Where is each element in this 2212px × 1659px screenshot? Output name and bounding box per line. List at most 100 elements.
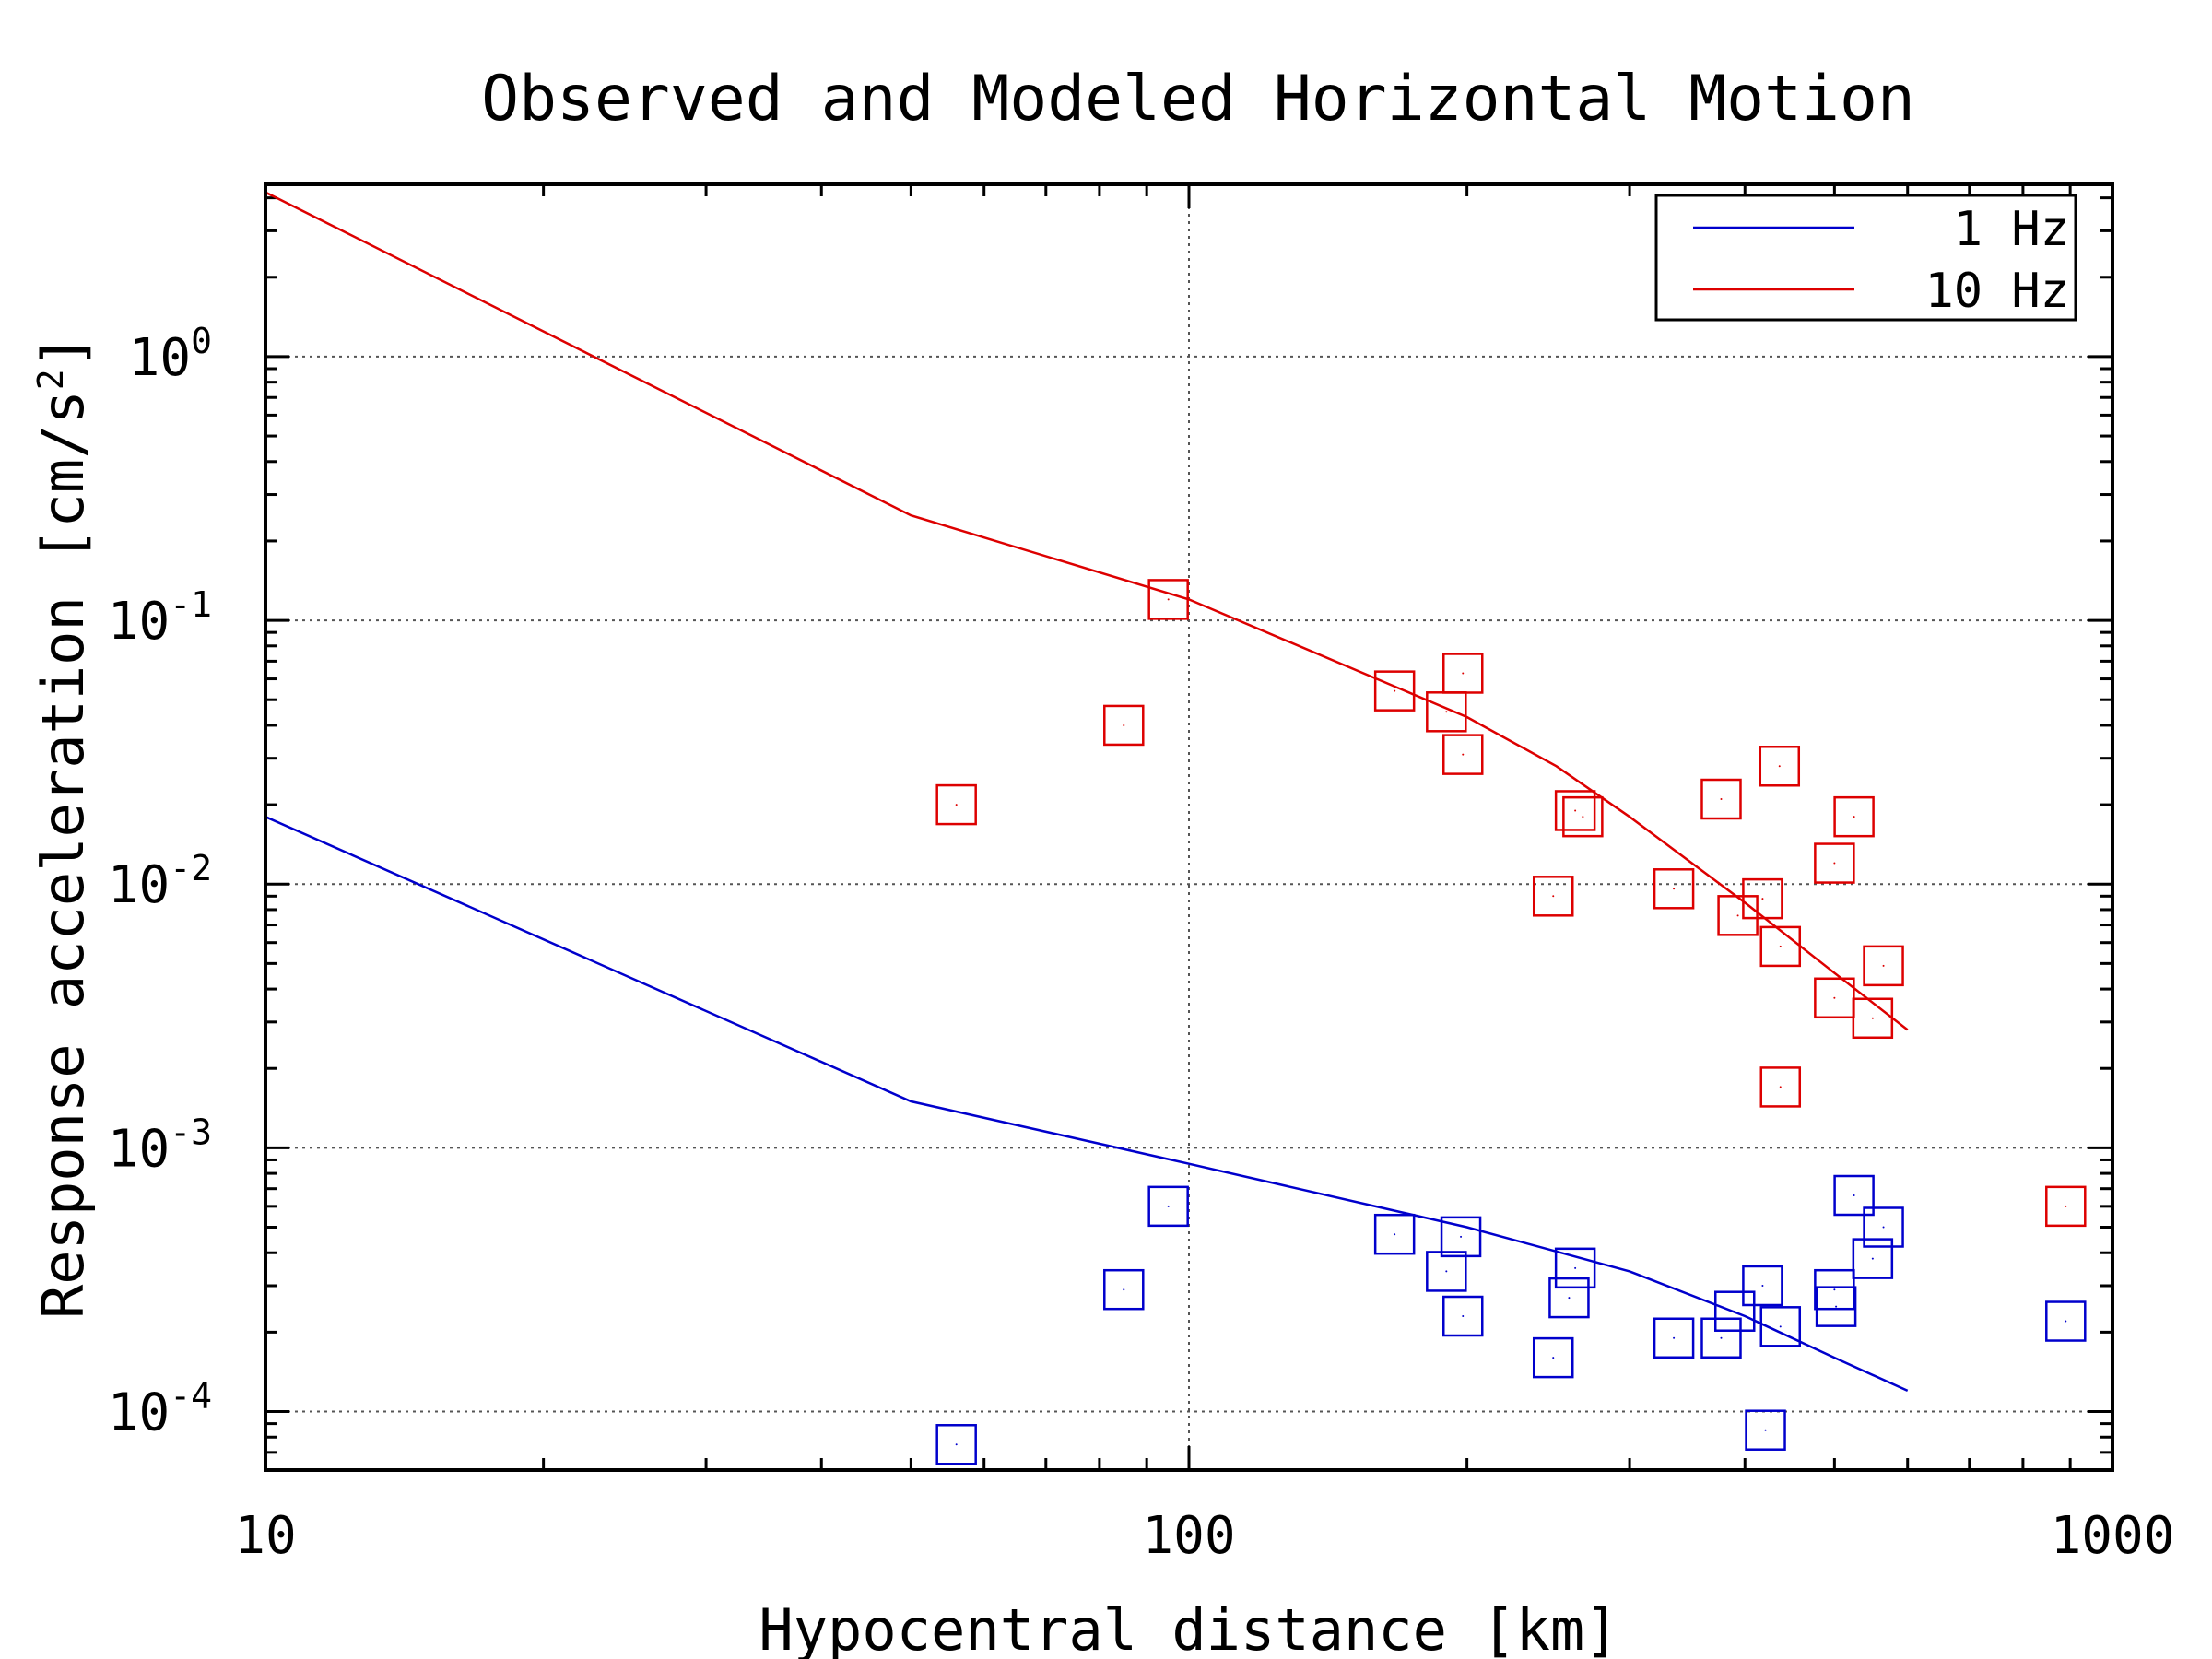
observed-point-1hz — [1814, 1268, 1855, 1311]
observed-point-center-1hz — [955, 1443, 958, 1446]
observed-point-center-10hz — [1833, 996, 1836, 999]
legend-label-10hz: 10 Hz — [1924, 264, 2069, 319]
observed-point-1hz — [1147, 1185, 1189, 1228]
y-tick-exponent: -1 — [170, 584, 212, 625]
observed-point-10hz — [1717, 895, 1759, 936]
grid-lines — [265, 184, 2112, 1470]
observed-point-center-10hz — [1582, 816, 1584, 818]
plot-frame — [264, 182, 2114, 1472]
observed-point-center-1hz — [1764, 1429, 1767, 1431]
observed-point-10hz — [1532, 876, 1574, 917]
observed-point-center-10hz — [2065, 1205, 2067, 1207]
observed-point-1hz — [1373, 1213, 1416, 1255]
observed-point-10hz — [1147, 579, 1189, 620]
observed-point-10hz — [1442, 653, 1484, 694]
observed-point-1hz — [1863, 1206, 1904, 1248]
observed-point-1hz — [1554, 1247, 1596, 1289]
y-tick-label: 100 — [129, 321, 212, 388]
y-tick-label: 10-3 — [108, 1112, 212, 1179]
x-tick-label: 1000 — [2051, 1506, 2175, 1566]
observed-point-1hz — [1548, 1277, 1590, 1319]
y-axis-label-suffix: ] — [29, 335, 97, 369]
x-tick-labels: 10 100 1000 — [234, 1506, 2174, 1566]
observed-point-10hz — [1742, 877, 1783, 920]
y-tick-exponent: -4 — [170, 1376, 212, 1417]
y-axis-label-main: Response acceleration [cm/s — [29, 390, 97, 1319]
observed-point-1hz — [1426, 1251, 1467, 1292]
chart-title: Observed and Modeled Horizontal Motion — [481, 63, 1915, 135]
observed-point-center-1hz — [1568, 1297, 1571, 1300]
observed-point-10hz — [1852, 997, 1894, 1040]
observed-point-1hz — [1815, 1286, 1857, 1327]
observed-point-center-10hz — [1445, 711, 1448, 713]
observed-point-center-10hz — [1673, 888, 1676, 890]
observed-point-center-10hz — [1853, 816, 1855, 818]
observed-point-1hz — [1745, 1409, 1786, 1451]
observed-point-10hz — [1562, 795, 1604, 838]
observed-point-center-10hz — [1574, 809, 1577, 812]
observed-point-10hz — [1759, 925, 1802, 968]
observed-point-center-10hz — [1779, 1086, 1782, 1088]
observed-point-center-10hz — [1462, 672, 1465, 675]
legend-box — [1654, 194, 2077, 322]
observed-point-1hz — [1759, 1306, 1802, 1347]
observed-point-10hz — [1103, 704, 1145, 747]
observed-point-1hz — [1653, 1317, 1695, 1359]
y-tick-exponent: -3 — [170, 1112, 212, 1152]
minor-ticks — [264, 184, 2112, 1472]
y-tick-label: 10-1 — [108, 584, 212, 652]
observed-point-center-1hz — [1882, 1226, 1885, 1229]
observed-point-center-10hz — [1761, 898, 1764, 900]
y-tick-base: 10 — [108, 1383, 170, 1443]
observed-point-center-10hz — [1123, 724, 1125, 726]
observed-point-10hz — [1700, 778, 1742, 820]
observed-point-10hz — [1653, 868, 1695, 910]
x-axis-label: Hypocentral distance [km] — [759, 1596, 1618, 1659]
observed-point-10hz — [1759, 1066, 1802, 1108]
observed-point-10hz — [2045, 1185, 2087, 1228]
observed-point-10hz — [1759, 746, 1801, 787]
model-line-10hz — [265, 191, 1909, 1031]
observed-point-center-1hz — [1460, 1235, 1463, 1238]
observed-point-10hz — [935, 783, 977, 826]
observed-point-center-10hz — [1871, 1017, 1874, 1019]
observed-point-center-10hz — [1552, 895, 1555, 898]
observed-point-center-1hz — [1833, 1288, 1836, 1291]
observed-point-center-1hz — [1123, 1288, 1125, 1291]
observed-point-center-1hz — [1734, 1310, 1736, 1312]
observed-point-center-1hz — [1167, 1205, 1170, 1207]
observed-point-center-1hz — [1445, 1270, 1448, 1273]
observed-point-center-10hz — [955, 804, 958, 806]
observed-point-center-1hz — [1720, 1336, 1723, 1339]
y-tick-base: 10 — [108, 855, 170, 915]
observed-point-1hz — [1833, 1174, 1875, 1217]
legend: 1 Hz 10 Hz — [1654, 194, 2077, 322]
observed-point-1hz — [1713, 1290, 1756, 1332]
observed-point-10hz — [1554, 790, 1596, 831]
observed-point-center-1hz — [1761, 1284, 1764, 1287]
observed-point-center-1hz — [1552, 1357, 1555, 1359]
x-tick-label: 100 — [1142, 1506, 1235, 1566]
observed-point-center-1hz — [2065, 1320, 2067, 1323]
y-tick-label: 10-4 — [108, 1376, 212, 1443]
observed-point-center-10hz — [1736, 914, 1739, 917]
observed-point-center-1hz — [1574, 1266, 1577, 1269]
observed-point-10hz — [1863, 945, 1904, 987]
observed-point-center-1hz — [1394, 1233, 1396, 1236]
observed-point-center-10hz — [1167, 598, 1170, 601]
observed-point-1hz — [1440, 1216, 1482, 1258]
observed-point-1hz — [1532, 1336, 1574, 1379]
observed-point-10hz — [1814, 842, 1855, 884]
series-layer — [265, 191, 2087, 1465]
observed-point-1hz — [1442, 1295, 1484, 1337]
y-tick-base: 10 — [108, 592, 170, 652]
y-axis-label: Response acceleration [cm/s2] — [29, 335, 97, 1319]
observed-point-1hz — [1742, 1265, 1783, 1307]
observed-point-1hz — [2045, 1300, 2087, 1342]
observed-point-1hz — [1103, 1268, 1145, 1311]
observed-point-center-10hz — [1882, 964, 1885, 967]
observed-point-center-1hz — [1462, 1315, 1465, 1318]
observed-point-10hz — [1442, 734, 1484, 775]
y-tick-base: 10 — [129, 328, 191, 388]
